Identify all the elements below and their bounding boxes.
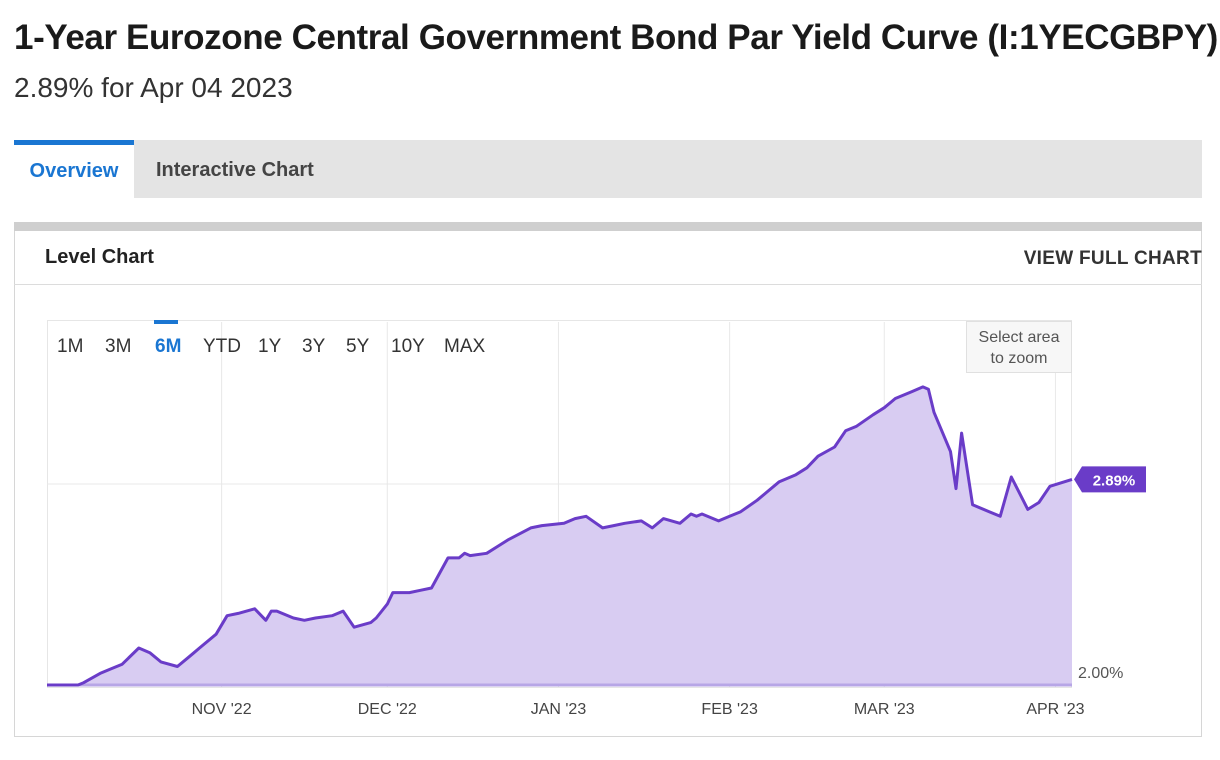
page-title: 1-Year Eurozone Central Government Bond … [14, 18, 1218, 57]
tab-interactive-chart[interactable]: Interactive Chart [156, 159, 314, 181]
range-button-max[interactable]: MAX [444, 336, 486, 357]
y-axis-ticks: 2.00% [1078, 665, 1123, 682]
y-tick-label: 2.00% [1078, 665, 1123, 682]
view-full-chart-link[interactable]: VIEW FULL CHART [1023, 248, 1202, 269]
x-tick-label: MAR '23 [854, 701, 915, 718]
tab-overview[interactable]: Overview [14, 140, 134, 198]
range-button-6m[interactable]: 6M [155, 336, 182, 357]
x-tick-label: FEB '23 [701, 701, 758, 718]
active-range-indicator [154, 320, 178, 324]
page-subtitle: 2.89% for Apr 04 2023 [14, 72, 293, 103]
card-title: Level Chart [45, 246, 154, 268]
range-button-ytd[interactable]: YTD [203, 336, 241, 357]
range-button-1y[interactable]: 1Y [258, 336, 282, 357]
zoom-hint-line1: Select area [978, 329, 1060, 346]
range-button-5y[interactable]: 5Y [346, 336, 370, 357]
range-button-3y[interactable]: 3Y [302, 336, 326, 357]
range-button-1m[interactable]: 1M [57, 336, 84, 357]
x-tick-label: NOV '22 [192, 701, 252, 718]
tab-bar: Overview Interactive Chart [14, 140, 1202, 198]
range-button-10y[interactable]: 10Y [391, 336, 425, 357]
x-tick-label: APR '23 [1026, 701, 1084, 718]
card-header-divider [14, 284, 1202, 285]
current-value-badge: 2.89% [1074, 466, 1146, 493]
range-button-3m[interactable]: 3M [105, 336, 132, 357]
series-line [67, 385, 1073, 687]
x-tick-label: JAN '23 [531, 701, 587, 718]
zoom-hint: Select area to zoom [966, 321, 1072, 373]
zoom-hint-line2: to zoom [990, 350, 1048, 367]
card-top-border [14, 222, 1202, 231]
x-tick-label: DEC '22 [358, 701, 417, 718]
x-axis-ticks: NOV '22 DEC '22 JAN '23 FEB '23 MAR '23 APR '… [192, 701, 1085, 718]
current-value-badge-shape [1074, 466, 1146, 493]
series-area-fill [67, 386, 1072, 685]
current-value-label: 2.89% [1093, 472, 1136, 489]
